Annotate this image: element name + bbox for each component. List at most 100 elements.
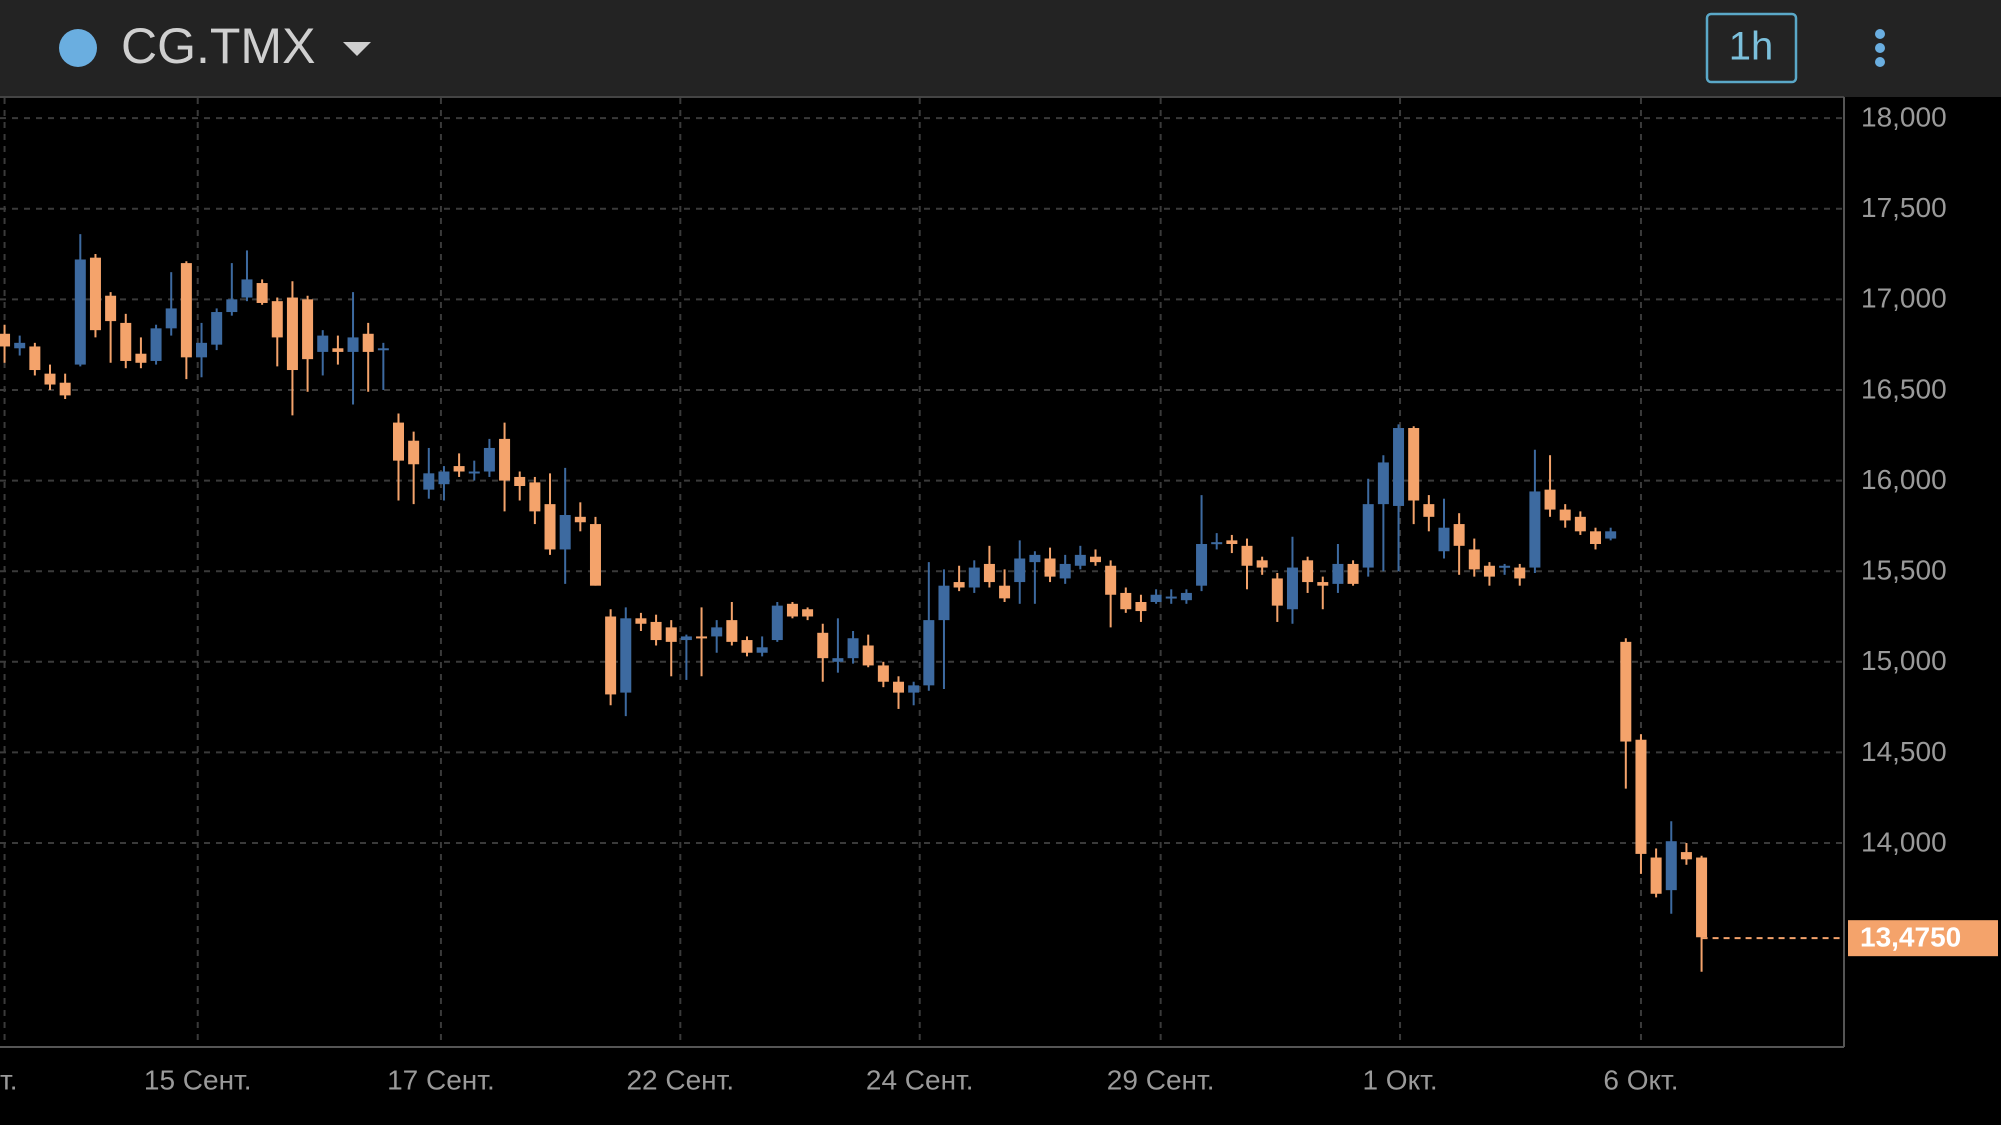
candle-body: [438, 471, 450, 485]
candle-body: [302, 299, 314, 360]
menu-dot[interactable]: [1875, 43, 1885, 53]
candle-body: [938, 585, 950, 621]
candle-body: [165, 308, 177, 329]
candle-body: [1665, 841, 1677, 891]
candle-body: [1196, 544, 1208, 586]
candle-body: [1241, 545, 1253, 566]
candle-body: [1377, 462, 1389, 505]
menu-dot[interactable]: [1875, 29, 1885, 39]
x-tick-label: 24 Сент.: [866, 1064, 974, 1095]
candle-body: [1559, 509, 1571, 521]
candle-body: [120, 322, 132, 361]
dropdown-arrow[interactable]: [343, 42, 371, 56]
candle-body: [650, 621, 662, 641]
header: [0, 0, 2001, 97]
candle-body: [1226, 540, 1238, 545]
candle-body: [332, 348, 344, 352]
candle-body: [1256, 560, 1268, 568]
menu-dot[interactable]: [1875, 57, 1885, 67]
y-tick-label: 15,000: [1861, 645, 1947, 676]
x-tick-label: 1 Окт.: [1362, 1064, 1437, 1095]
candle-body: [1135, 601, 1147, 612]
candle-body: [1680, 852, 1692, 860]
candle-body: [877, 665, 889, 682]
candle-body: [529, 482, 541, 512]
candle-body: [105, 295, 117, 322]
candle-body: [741, 640, 753, 653]
y-tick-label: 15,500: [1861, 555, 1947, 586]
candle-body: [1089, 556, 1101, 563]
candle-body: [726, 620, 738, 642]
candle-body: [1529, 491, 1541, 568]
candle-body: [983, 563, 995, 583]
candle-body: [1105, 565, 1117, 595]
candle-body: [1074, 554, 1086, 566]
candle-body: [1590, 531, 1602, 545]
x-tick-label: 6 Окт.: [1603, 1064, 1678, 1095]
candle-body: [211, 312, 223, 345]
candle-body: [544, 504, 556, 550]
y-tick-label: 17,500: [1861, 192, 1947, 223]
candle-body: [605, 616, 617, 695]
candle-body: [1438, 527, 1450, 552]
candle-body: [1302, 560, 1314, 583]
candle-body: [256, 283, 268, 303]
candle-body: [1362, 504, 1374, 568]
symbol[interactable]: CG.TMX: [121, 18, 315, 74]
candle-body: [968, 567, 980, 588]
candle-body: [1347, 563, 1359, 584]
candle-body: [1211, 542, 1223, 545]
candle-body: [1332, 563, 1344, 584]
x-tick-label: т.: [0, 1064, 18, 1095]
candle-body: [1120, 592, 1132, 610]
candle-body: [1423, 504, 1435, 517]
candle-body: [74, 259, 86, 365]
candle-body: [1014, 558, 1026, 583]
candle-body: [756, 647, 768, 653]
candle-body: [0, 333, 11, 347]
candle-body: [893, 681, 905, 693]
candle-body: [286, 297, 298, 371]
candle-body: [241, 279, 253, 298]
candle-body: [1635, 739, 1647, 854]
candle-body: [377, 348, 389, 351]
interval-label[interactable]: 1h: [1729, 25, 1774, 69]
candle-body: [832, 658, 844, 662]
candle-body: [802, 609, 814, 617]
candle-body: [1408, 428, 1420, 501]
candle-body: [999, 585, 1011, 599]
candle-body: [1271, 578, 1283, 606]
y-tick-label: 14,000: [1861, 826, 1947, 857]
candle-body: [1150, 594, 1162, 602]
y-tick-label: 17,000: [1861, 283, 1947, 314]
candle-body: [1029, 554, 1041, 563]
candle-body: [1468, 549, 1480, 570]
menu[interactable]: [1875, 29, 1885, 67]
candle-body: [468, 471, 480, 474]
interval-button[interactable]: [1705, 12, 1798, 84]
candle-body: [135, 353, 147, 363]
candle-body: [362, 333, 374, 352]
candle-body: [271, 301, 283, 338]
candle-body: [1514, 567, 1526, 579]
x-tick-label: 29 Сент.: [1107, 1064, 1215, 1095]
candle-body: [1180, 592, 1192, 601]
last-price-box: [1848, 920, 1998, 957]
candle-body: [1696, 857, 1708, 938]
candle-body: [408, 440, 420, 465]
candle-body: [771, 605, 783, 641]
candle-body: [499, 438, 511, 481]
candle-body: [862, 645, 874, 666]
candle-body: [1605, 531, 1617, 539]
candle-body: [680, 636, 692, 641]
candle-body: [514, 476, 526, 487]
candle-body: [574, 516, 586, 523]
candle-body: [14, 342, 26, 349]
candle-body: [44, 373, 56, 385]
candle-body: [226, 299, 238, 313]
x-tick-label: 17 Сент.: [387, 1064, 495, 1095]
candle-body: [1483, 565, 1495, 577]
candle-body: [696, 636, 708, 639]
